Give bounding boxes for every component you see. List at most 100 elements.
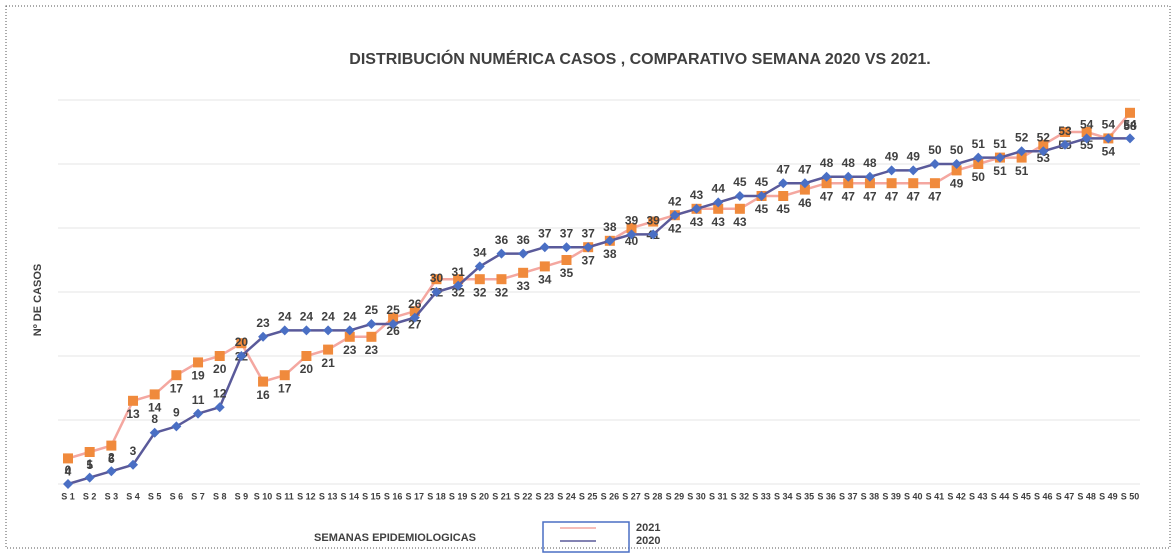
marker [886, 165, 897, 176]
data-label: 14 [148, 401, 162, 415]
marker [539, 261, 550, 272]
x-tick-label: S 16 [384, 491, 403, 501]
marker [149, 427, 160, 438]
data-label: 54 [1080, 118, 1094, 132]
marker [734, 203, 745, 214]
x-tick-label: S 5 [148, 491, 162, 501]
y-axis-label: Nº DE CASOS [32, 264, 44, 336]
data-label: 39 [647, 214, 661, 228]
data-label: 20 [300, 362, 314, 376]
data-label: 37 [581, 253, 595, 267]
marker [171, 370, 182, 381]
data-label: 24 [300, 310, 314, 324]
data-label: 47 [928, 189, 942, 203]
marker [84, 472, 95, 483]
frame [5, 5, 1171, 549]
data-label: 30 [430, 271, 444, 285]
data-label: 46 [798, 196, 812, 210]
x-tick-label: S 28 [644, 491, 663, 501]
marker [344, 331, 355, 342]
x-tick-label: S 39 [882, 491, 901, 501]
marker [778, 178, 789, 189]
data-label: 32 [495, 285, 509, 299]
marker [474, 274, 485, 285]
marker [908, 165, 919, 176]
marker [713, 203, 724, 214]
x-tick-label: S 49 [1099, 491, 1118, 501]
marker [864, 178, 875, 189]
data-label: 48 [863, 156, 877, 170]
data-label: 38 [603, 220, 617, 234]
marker [799, 184, 810, 195]
data-label: 52 [1037, 130, 1051, 144]
data-label: 51 [972, 137, 986, 151]
marker [648, 216, 659, 227]
marker [973, 159, 984, 169]
data-label: 49 [950, 177, 964, 191]
marker [193, 357, 204, 368]
marker [301, 325, 312, 336]
marker [1059, 127, 1070, 137]
data-label: 53 [1037, 151, 1051, 165]
data-label: 43 [690, 188, 704, 202]
marker [258, 376, 269, 387]
marker [778, 191, 789, 201]
x-tick-label: S 1 [61, 491, 75, 501]
marker [63, 453, 73, 464]
x-tick-label: S 12 [297, 491, 316, 501]
marker [539, 242, 550, 253]
marker [583, 242, 594, 253]
x-tick-label: S 50 [1121, 491, 1140, 501]
data-label: 23 [365, 343, 379, 357]
data-label: 51 [1015, 164, 1029, 178]
data-label: 13 [126, 407, 140, 421]
marker [756, 191, 767, 201]
data-label: 44 [712, 182, 726, 196]
x-tick-label: S 9 [235, 491, 249, 501]
marker [301, 351, 312, 361]
data-label: 3 [130, 444, 137, 458]
data-label: 37 [581, 226, 595, 240]
data-label: 50 [972, 170, 986, 184]
marker [388, 319, 399, 329]
x-tick-label: S 22 [514, 491, 533, 501]
data-label: 43 [690, 215, 704, 229]
x-tick-label: S 35 [796, 491, 815, 501]
marker [518, 248, 529, 259]
marker [1038, 146, 1049, 157]
marker [1016, 146, 1027, 157]
data-label: 19 [191, 369, 205, 383]
marker [258, 331, 269, 342]
marker [106, 466, 117, 477]
data-label: 36 [516, 233, 530, 247]
data-label: 16 [256, 388, 270, 402]
marker [279, 370, 290, 381]
data-label: 47 [907, 189, 921, 203]
data-label: 37 [560, 226, 574, 240]
data-label: 42 [668, 221, 682, 235]
x-tick-label: S 44 [991, 491, 1010, 501]
x-tick-label: S 15 [362, 491, 381, 501]
marker [236, 351, 247, 361]
marker [821, 178, 832, 189]
data-label: 40 [625, 234, 639, 248]
marker [1038, 139, 1049, 150]
x-tick-label: S 38 [861, 491, 880, 501]
legend-label: 2020 [636, 535, 660, 547]
marker [604, 235, 615, 246]
data-label: 49 [885, 150, 899, 164]
marker [84, 447, 95, 457]
data-label: 23 [343, 343, 357, 357]
marker [453, 280, 464, 291]
data-label: 54 [1102, 118, 1116, 132]
x-tick-label: S 48 [1077, 491, 1096, 501]
data-label: 47 [863, 189, 877, 203]
data-label: 33 [516, 279, 530, 293]
data-label: 12 [213, 386, 227, 400]
marker [344, 325, 355, 336]
data-label: 45 [777, 202, 791, 216]
data-label: 39 [625, 214, 639, 228]
data-label: 31 [451, 265, 465, 279]
marker [388, 312, 399, 323]
marker [626, 223, 637, 233]
